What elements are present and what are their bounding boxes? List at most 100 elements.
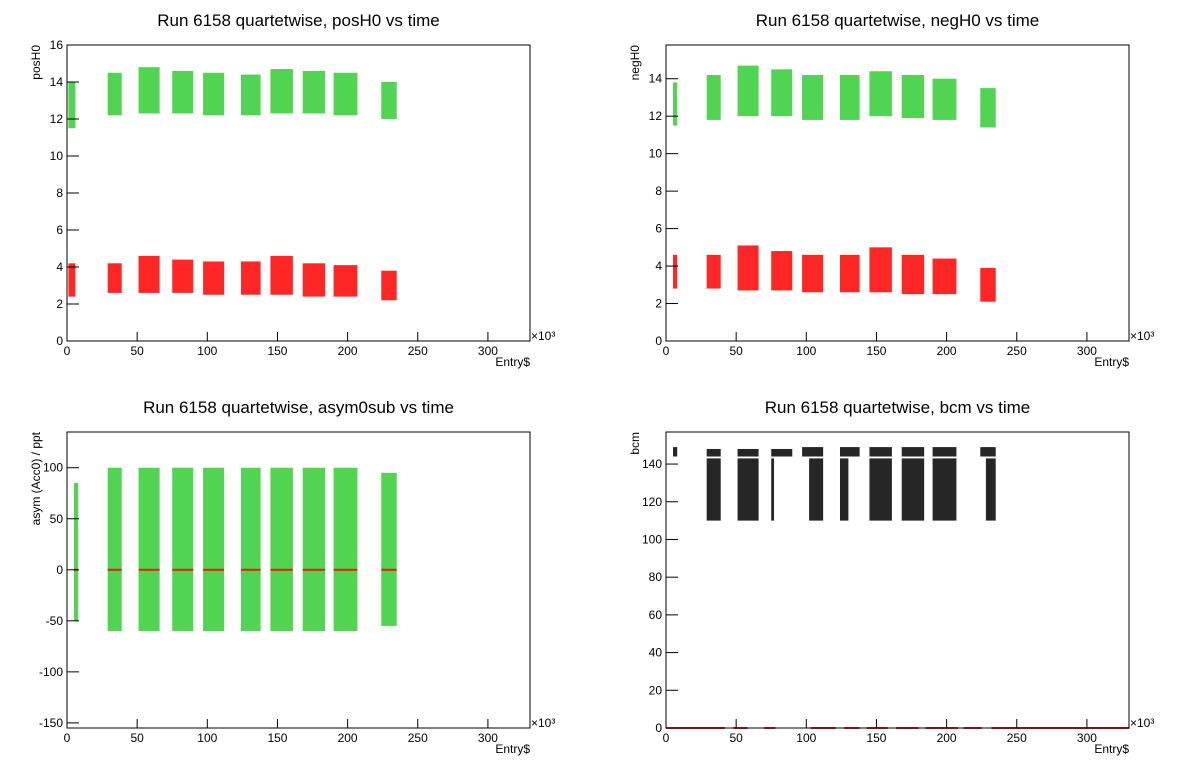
- data-band: [203, 467, 225, 632]
- y-tick-label: -150: [39, 716, 63, 730]
- x-tick-label: 0: [663, 344, 670, 358]
- data-band: [839, 458, 849, 521]
- data-band: [138, 255, 160, 293]
- y-tick-label: -50: [46, 614, 64, 628]
- data-band: [333, 72, 358, 116]
- x-tick-label: 150: [866, 344, 886, 358]
- data-band: [737, 245, 759, 291]
- y-tick-label: 100: [642, 532, 662, 546]
- y-tick-label: 0: [56, 334, 63, 348]
- data-band: [932, 258, 957, 295]
- y-axis-label: posH0: [29, 45, 43, 80]
- data-band: [980, 447, 996, 457]
- data-band: [706, 448, 721, 457]
- x-tick-label: 50: [729, 731, 743, 745]
- data-band: [802, 74, 824, 120]
- y-tick-label: -100: [39, 665, 63, 679]
- data-band: [138, 467, 160, 632]
- data-band: [138, 67, 160, 114]
- x-tick-label: 300: [478, 344, 498, 358]
- data-band: [107, 467, 122, 632]
- data-band: [869, 458, 892, 521]
- plot-frame: [665, 44, 1130, 342]
- y-tick-label: 20: [649, 683, 663, 697]
- x-axis-label: Entry$: [495, 742, 530, 756]
- data-band: [302, 263, 326, 297]
- x-tick-label: 100: [197, 344, 217, 358]
- y-tick-label: 40: [649, 646, 663, 660]
- y-tick-label: 10: [50, 149, 64, 163]
- data-band: [980, 267, 996, 302]
- y-tick-label: 100: [43, 461, 63, 475]
- data-band: [901, 254, 925, 295]
- data-band: [302, 568, 326, 571]
- data-band: [673, 447, 678, 457]
- plot-frame: [665, 431, 1130, 729]
- data-band: [932, 78, 957, 120]
- data-band: [706, 254, 721, 289]
- x-tick-label: 0: [64, 731, 71, 745]
- data-band: [74, 483, 79, 621]
- y-axis-label: bcm: [628, 432, 642, 455]
- data-band: [68, 263, 76, 297]
- x-tick-label: 200: [937, 344, 957, 358]
- data-band: [203, 261, 225, 295]
- y-tick-label: 12: [649, 109, 663, 123]
- x-tick-label: 250: [408, 731, 428, 745]
- y-tick-label: 4: [56, 260, 63, 274]
- chart-title: Run 6158 quartetwise, posH0 vs time: [157, 11, 440, 30]
- x-tick-label: 250: [1007, 344, 1027, 358]
- data-band: [932, 458, 957, 521]
- x-tick-label: 50: [729, 344, 743, 358]
- x-exponent: ×10³: [1130, 716, 1154, 730]
- y-tick-label: 8: [655, 184, 662, 198]
- data-band: [270, 467, 293, 632]
- data-band: [107, 263, 122, 293]
- data-band: [203, 72, 225, 116]
- data-band: [240, 467, 261, 632]
- data-band: [737, 65, 759, 117]
- data-band: [802, 447, 824, 457]
- data-band: [240, 74, 261, 116]
- x-tick-label: 100: [796, 344, 816, 358]
- data-band: [381, 270, 397, 301]
- data-band: [381, 568, 397, 571]
- data-band: [771, 448, 793, 457]
- data-band: [673, 254, 678, 289]
- chart-title: Run 6158 quartetwise, asym0sub vs time: [143, 398, 454, 417]
- y-tick-label: 12: [50, 112, 64, 126]
- x-tick-label: 250: [408, 344, 428, 358]
- data-band: [107, 72, 122, 116]
- x-tick-label: 300: [1077, 731, 1097, 745]
- data-band: [980, 88, 996, 128]
- x-exponent: ×10³: [1130, 329, 1154, 343]
- data-band: [270, 255, 293, 295]
- y-axis-label: asym (Acc0) / ppt: [29, 431, 43, 525]
- data-band: [270, 69, 293, 114]
- data-band: [932, 447, 957, 457]
- y-tick-label: 4: [655, 259, 662, 273]
- y-tick-label: 6: [655, 222, 662, 236]
- data-band: [138, 568, 160, 571]
- data-band: [333, 568, 358, 571]
- y-tick-label: 8: [56, 186, 63, 200]
- data-band: [869, 447, 892, 457]
- data-band: [771, 251, 793, 291]
- plot-frame: [66, 44, 531, 342]
- y-tick-label: 0: [56, 563, 63, 577]
- plot-frame: [66, 431, 531, 729]
- data-band: [302, 467, 326, 632]
- data-band: [172, 70, 194, 114]
- y-tick-label: 50: [50, 512, 64, 526]
- data-band: [839, 447, 860, 457]
- y-tick-label: 80: [649, 570, 663, 584]
- y-tick-label: 2: [56, 297, 63, 311]
- data-band: [737, 448, 759, 457]
- data-band: [901, 447, 925, 457]
- x-tick-label: 200: [338, 344, 358, 358]
- data-band: [771, 458, 775, 521]
- y-tick-label: 14: [649, 72, 663, 86]
- data-band: [107, 568, 122, 571]
- y-tick-label: 10: [649, 147, 663, 161]
- data-band: [839, 254, 860, 293]
